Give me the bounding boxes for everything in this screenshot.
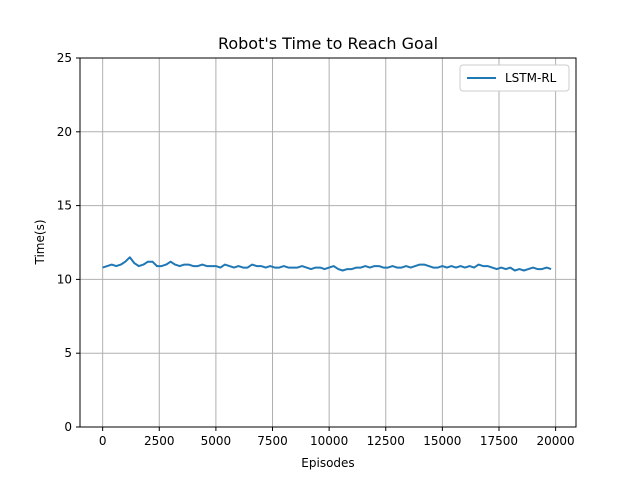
x-axis-label: Episodes — [301, 456, 354, 470]
x-tick-label: 7500 — [257, 434, 288, 448]
series-line-lstm-rl — [102, 256, 552, 272]
y-tick-label: 5 — [64, 346, 72, 360]
plot-frame — [79, 57, 577, 428]
y-tick-label: 25 — [57, 51, 72, 65]
x-tick-label: 0 — [99, 434, 107, 448]
x-tick-label: 15000 — [423, 434, 461, 448]
x-tick-label: 12500 — [367, 434, 405, 448]
y-tick-label: 10 — [57, 272, 72, 286]
x-tick-label: 20000 — [537, 434, 575, 448]
y-axis-label: Time(s) — [33, 220, 47, 266]
x-axis: 0 2500 5000 7500 10000 12500 15000 17500 20000 — [99, 427, 575, 448]
x-tick-label: 2500 — [144, 434, 175, 448]
y-tick-label: 20 — [57, 125, 72, 139]
legend: LSTM-RL — [459, 64, 570, 92]
y-axis: 0 5 10 15 20 25 — [57, 51, 80, 434]
x-tick-label: 17500 — [480, 434, 518, 448]
x-tick-label: 5000 — [201, 434, 232, 448]
x-tick-label: 10000 — [310, 434, 348, 448]
legend-box — [459, 64, 570, 92]
y-tick-label: 0 — [64, 420, 72, 434]
plot-area — [102, 256, 552, 272]
y-tick-label: 15 — [57, 199, 72, 213]
chart-title: Robot's Time to Reach Goal — [218, 34, 438, 53]
legend-series-label: LSTM-RL — [505, 71, 557, 85]
